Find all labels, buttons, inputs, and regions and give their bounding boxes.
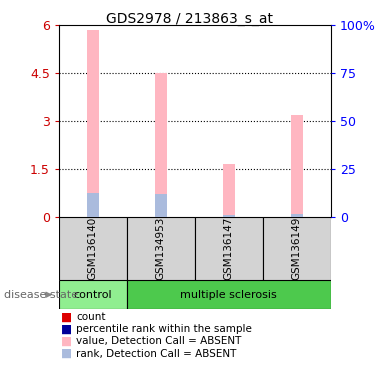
Text: rank, Detection Call = ABSENT: rank, Detection Call = ABSENT [76,349,236,359]
Bar [127,217,195,280]
Text: value, Detection Call = ABSENT: value, Detection Call = ABSENT [76,336,241,346]
Text: count: count [76,312,106,322]
Text: multiple sclerosis: multiple sclerosis [180,290,277,300]
Text: GSM136147: GSM136147 [224,217,234,280]
Text: ■: ■ [61,323,72,336]
FancyArrowPatch shape [46,293,51,297]
Text: control: control [74,290,112,300]
Text: GSM136140: GSM136140 [88,217,98,280]
Bar [155,73,167,217]
Bar [263,217,331,280]
Bar [87,193,99,217]
Bar [155,194,167,217]
Text: GSM136149: GSM136149 [291,217,302,280]
Text: ■: ■ [61,310,72,323]
Bar [127,280,331,309]
Bar [87,30,99,217]
Bar [59,217,127,280]
Bar [223,164,235,217]
Bar [223,215,235,217]
Text: percentile rank within the sample: percentile rank within the sample [76,324,252,334]
Bar [59,280,127,309]
Bar [291,214,303,217]
Text: ■: ■ [61,335,72,348]
Text: GSM134953: GSM134953 [156,217,166,280]
Text: disease state: disease state [4,290,78,300]
Bar [195,217,263,280]
Text: GDS2978 / 213863_s_at: GDS2978 / 213863_s_at [106,12,274,26]
Text: ■: ■ [61,347,72,360]
Bar [291,114,303,217]
